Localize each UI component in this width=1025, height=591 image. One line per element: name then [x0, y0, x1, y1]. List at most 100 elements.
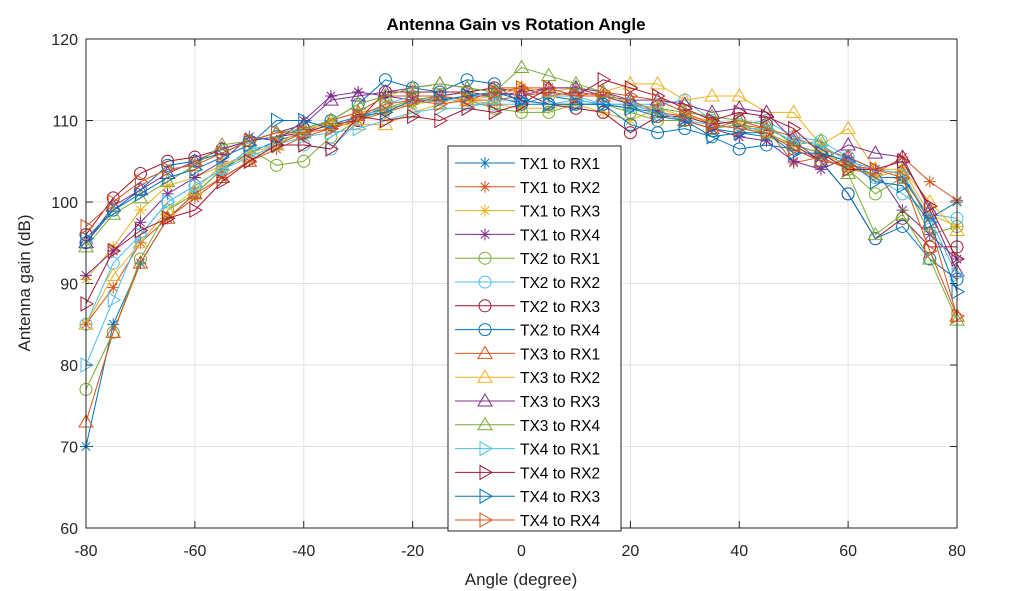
data-point: [479, 204, 491, 217]
data-point: [951, 308, 965, 324]
data-point: [705, 122, 719, 136]
data-point: [105, 324, 122, 338]
legend-item[interactable]: TX2 to RX3: [455, 299, 600, 316]
data-point: [624, 80, 639, 96]
data-point: [678, 114, 692, 127]
data-point: [568, 75, 584, 90]
data-point: [214, 169, 230, 184]
y-axis-ticks: 60 70 80 90 100 110 120: [51, 32, 957, 538]
x-tick-label: -20: [401, 543, 424, 560]
legend-item[interactable]: TX1 to RX4: [455, 227, 600, 244]
data-point: [785, 136, 802, 151]
x-tick-label: 40: [730, 543, 748, 560]
data-point: [434, 96, 448, 113]
data-point: [704, 120, 720, 135]
data-point: [951, 251, 965, 267]
data-point: [597, 71, 612, 88]
data-point: [107, 291, 122, 308]
data-point: [596, 105, 610, 119]
data-point: [623, 118, 637, 132]
data-point: [133, 166, 147, 180]
data-point: [924, 214, 938, 231]
data-point: [678, 122, 692, 136]
legend-item[interactable]: TX3 to RX2: [455, 369, 600, 387]
legend-label: TX2 to RX1: [520, 251, 600, 268]
data-point: [676, 96, 693, 110]
data-point: [788, 120, 802, 137]
data-point: [159, 202, 176, 216]
legend-label: TX4 to RX4: [520, 513, 600, 530]
data-point: [897, 153, 911, 170]
data-point: [407, 92, 421, 108]
data-point: [159, 165, 176, 179]
legend-item[interactable]: TX4 to RX1: [455, 440, 600, 459]
data-point: [622, 92, 639, 106]
x-tick-label: 20: [621, 543, 639, 560]
x-tick-label: 80: [948, 543, 966, 560]
data-point: [488, 104, 503, 121]
data-point: [161, 203, 175, 217]
data-point: [351, 97, 365, 111]
legend-item[interactable]: TX2 to RX1: [455, 251, 600, 268]
data-point: [351, 114, 365, 127]
legend-label: TX3 to RX2: [520, 370, 600, 387]
y-axis-label: Antenna gain (dB): [15, 214, 34, 351]
data-point: [271, 137, 285, 153]
data-point: [189, 157, 203, 174]
legend-item[interactable]: TX2 to RX2: [455, 275, 600, 292]
legend-label: TX2 to RX4: [520, 323, 600, 340]
data-point: [216, 145, 231, 161]
data-point: [243, 133, 258, 149]
data-point: [134, 173, 149, 190]
data-point: [134, 222, 149, 239]
data-point: [894, 206, 911, 220]
data-point: [270, 158, 284, 172]
legend-item[interactable]: TX4 to RX2: [455, 464, 600, 482]
data-point: [105, 267, 122, 281]
legend-item[interactable]: TX1 to RX2: [455, 180, 600, 197]
data-point: [706, 128, 721, 145]
data-point: [80, 218, 94, 235]
data-point: [106, 325, 120, 339]
x-axis-label: Angle (degree): [465, 570, 577, 589]
data-point: [298, 112, 312, 129]
legend-label: TX3 to RX4: [520, 418, 600, 435]
data-point: [134, 204, 147, 217]
legend-item[interactable]: TX1 to RX1: [455, 156, 600, 173]
data-point: [760, 124, 775, 141]
data-point: [214, 136, 230, 151]
data-point: [431, 75, 448, 90]
legend-item[interactable]: TX3 to RX1: [455, 345, 600, 363]
data-point: [162, 210, 176, 227]
data-point: [323, 112, 339, 126]
legend-label: TX4 to RX2: [520, 465, 600, 482]
data-point: [271, 112, 285, 129]
data-point: [516, 80, 530, 96]
data-point: [679, 112, 693, 129]
data-point: [80, 230, 94, 247]
data-point: [487, 101, 501, 115]
data-point: [477, 345, 493, 359]
legend-item[interactable]: TX4 to RX3: [455, 488, 600, 506]
data-point: [651, 126, 665, 140]
legend-item[interactable]: TX1 to RX3: [455, 204, 600, 221]
legend-item[interactable]: TX2 to RX4: [455, 323, 600, 340]
legend-item[interactable]: TX3 to RX4: [455, 416, 600, 435]
data-point: [159, 173, 176, 188]
legend-item[interactable]: TX3 to RX3: [455, 393, 600, 411]
data-point: [624, 100, 639, 117]
data-point: [759, 118, 773, 132]
data-point: [477, 393, 493, 407]
data-point: [324, 114, 338, 127]
legend-label: TX2 to RX3: [520, 299, 600, 316]
legend-item[interactable]: TX4 to RX4: [455, 512, 600, 530]
data-point: [434, 112, 448, 129]
data-point: [679, 104, 693, 121]
data-point: [704, 88, 720, 102]
legend-label: TX3 to RX3: [520, 394, 600, 411]
data-point: [352, 120, 367, 137]
legend-label: TX4 to RX1: [520, 442, 600, 459]
data-point: [486, 92, 503, 106]
data-point: [869, 173, 884, 190]
data-point: [923, 252, 937, 266]
